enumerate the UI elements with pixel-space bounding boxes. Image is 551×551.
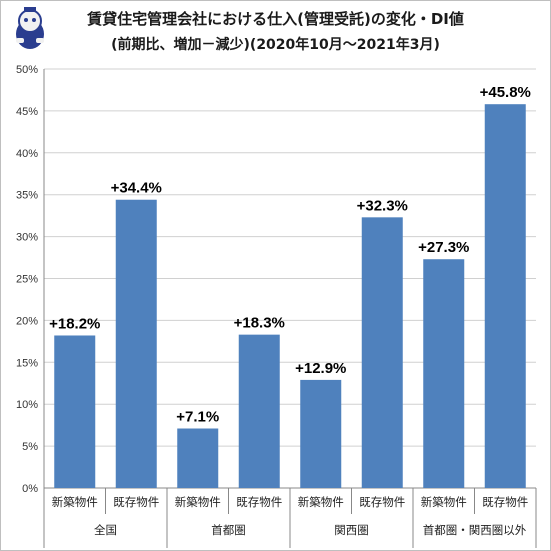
data-label: +32.3% [357, 197, 408, 214]
x-category-label: 既存物件 [236, 495, 282, 509]
bar [423, 259, 465, 488]
x-category-label: 既存物件 [113, 495, 159, 509]
x-category-label: 新築物件 [175, 495, 221, 509]
bar [54, 335, 96, 488]
x-category-label: 新築物件 [298, 495, 344, 509]
data-label: +45.8% [480, 84, 531, 101]
y-tick-label: 30% [16, 232, 38, 244]
x-group-label: 関西圏 [334, 523, 369, 537]
bar [484, 104, 526, 489]
bar [115, 199, 157, 488]
x-category-label: 既存物件 [359, 495, 405, 509]
x-group-label: 首都圏・関西圏以外 [423, 523, 527, 537]
x-group-label: 首都圏 [211, 523, 246, 537]
x-group-label: 全国 [94, 523, 117, 537]
x-category-label: 既存物件 [482, 495, 528, 509]
data-label: +7.1% [176, 409, 219, 426]
chart-subtitle: (前期比、増加－減少)(2020年10月～2021年3月) [111, 37, 440, 53]
y-tick-label: 25% [16, 274, 38, 286]
y-tick-label: 45% [16, 106, 38, 118]
chart-title: 賃貸住宅管理会社における仕入(管理受託)の変化・DI値 [87, 10, 464, 28]
y-tick-label: 5% [22, 441, 38, 453]
y-tick-label: 20% [16, 315, 38, 327]
data-label: +18.3% [234, 315, 285, 332]
bar [177, 428, 219, 488]
mascot-logo-icon [16, 7, 44, 49]
data-label: +34.4% [111, 180, 162, 197]
y-tick-label: 10% [16, 399, 38, 411]
x-category-label: 新築物件 [52, 495, 98, 509]
y-tick-label: 0% [22, 483, 38, 495]
y-tick-label: 50% [16, 64, 38, 76]
data-label: +18.2% [49, 315, 100, 332]
x-category-label: 新築物件 [421, 495, 467, 509]
y-tick-label: 35% [16, 190, 38, 202]
bar [361, 217, 403, 489]
y-tick-label: 15% [16, 357, 38, 369]
data-label: +27.3% [418, 239, 469, 256]
data-label: +12.9% [295, 360, 346, 377]
bar [238, 334, 280, 488]
y-tick-label: 40% [16, 148, 38, 160]
bar [300, 379, 342, 488]
